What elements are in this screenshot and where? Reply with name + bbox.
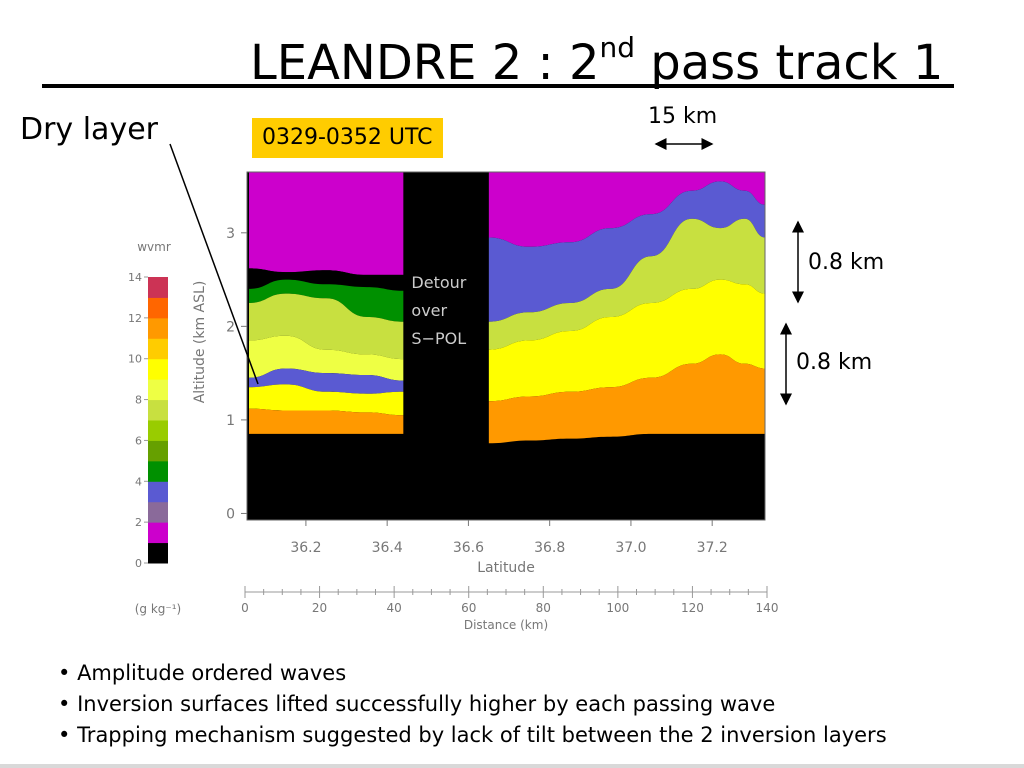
colorbar-swatch — [148, 501, 168, 523]
moisture-band — [488, 354, 765, 444]
colorbar-tick-label: 6 — [135, 434, 142, 447]
moisture-band — [249, 293, 404, 360]
detour-annotation-line: S−POL — [411, 329, 466, 348]
y-axis-label: Altitude (km ASL) — [192, 281, 208, 404]
dry-layer-pointer — [169, 143, 259, 385]
title-superscript: nd — [599, 31, 636, 64]
colorbar-swatch — [148, 420, 168, 441]
time-badge: 0329-0352 UTC — [252, 118, 443, 158]
colorbar-tick-label: 14 — [128, 271, 142, 284]
colorbar-tick-label: 4 — [135, 475, 142, 488]
x-tick-label: 37.2 — [697, 540, 728, 556]
colorbar-swatch — [148, 338, 168, 360]
distance-tick-label: 80 — [536, 601, 551, 615]
colorbar-swatch — [148, 481, 168, 503]
plot-frame — [246, 171, 766, 521]
scale-08km-lower-label: 0.8 km — [796, 350, 873, 375]
colorbar-tick-label: 8 — [135, 394, 142, 407]
detour-annotation-line: Detour — [411, 273, 466, 292]
moisture-band — [249, 335, 404, 381]
bullet-item: Amplitude ordered waves — [58, 658, 887, 689]
colorbar-swatch — [148, 399, 168, 421]
moisture-band — [249, 384, 404, 416]
y-tick-label: 3 — [226, 226, 235, 242]
moisture-band — [488, 181, 765, 322]
distance-tick-label: 40 — [387, 601, 402, 615]
colorbar-tick-label: 2 — [135, 516, 142, 529]
colorbar-swatch — [148, 297, 168, 319]
y-tick-label: 1 — [226, 413, 235, 429]
moisture-band — [249, 368, 404, 394]
detour-gap-column — [403, 172, 489, 520]
moisture-band — [488, 279, 765, 402]
moisture-band — [249, 279, 404, 322]
title-rest: pass track 1 — [635, 35, 944, 91]
distance-tick-label: 100 — [606, 601, 629, 615]
colorbar-swatch — [148, 277, 168, 298]
colorbar-tick-label: 0 — [135, 557, 142, 570]
distance-axis: 0 20 40 60 80 100 120 140 — [241, 586, 778, 615]
colorbar-swatch — [148, 542, 168, 564]
x-tick-label: 36.2 — [290, 540, 321, 556]
title-main: LEANDRE 2 : 2 — [250, 35, 600, 91]
moisture-band — [249, 408, 404, 434]
detour-gap — [403, 172, 489, 520]
bullet-list: Amplitude ordered waves Inversion surfac… — [58, 658, 887, 751]
y-tick-label: 0 — [226, 506, 235, 522]
colorbar-swatch — [148, 522, 168, 544]
y-tick-label: 2 — [226, 319, 235, 335]
moisture-band — [249, 268, 404, 291]
scale-08km-upper-label: 0.8 km — [808, 250, 885, 275]
footer-rule — [0, 764, 1024, 768]
x-tick-label: 36.6 — [453, 540, 484, 556]
x-tick-label: 37.0 — [615, 540, 646, 556]
slide-title: LEANDRE 2 : 2nd pass track 1 — [250, 18, 970, 93]
detour-annotation: Detour over S−POL — [411, 273, 466, 348]
distance-tick-label: 140 — [756, 601, 779, 615]
title-underline — [42, 84, 954, 88]
moisture-band — [488, 218, 765, 350]
colorbar-swatch — [148, 317, 168, 339]
colorbar-swatch — [148, 440, 168, 462]
colorbar-unit: (g kg⁻¹) — [135, 602, 182, 616]
x-tick-label: 36.8 — [534, 540, 565, 556]
distance-axis-label: Distance (km) — [464, 618, 548, 632]
scale-15km-label: 15 km — [648, 104, 718, 129]
distance-tick-label: 120 — [681, 601, 704, 615]
x-axis-label: Latitude — [477, 560, 535, 576]
colorbar-tick-label: 12 — [128, 312, 142, 325]
dry-layer-label: Dry layer — [20, 112, 158, 147]
colorbar-tick-label: 10 — [128, 353, 142, 366]
bullet-item: Inversion surfaces lifted successfully h… — [58, 689, 887, 720]
distance-tick-label: 0 — [241, 601, 249, 615]
bullet-item: Trapping mechanism suggested by lack of … — [58, 720, 887, 751]
detour-annotation-line: over — [411, 301, 447, 320]
colorbar-swatch — [148, 460, 168, 482]
colorbar-swatch — [148, 379, 168, 401]
distance-tick-label: 60 — [461, 601, 476, 615]
moisture-band — [249, 172, 404, 275]
plot-axes: 36.2 36.4 36.6 36.8 37.0 37.2 0 1 2 3 — [226, 171, 766, 556]
moisture-band — [488, 172, 765, 247]
x-tick-label: 36.4 — [372, 540, 403, 556]
heatmap-layers — [249, 172, 765, 444]
colorbar-title: wvmr — [137, 240, 171, 254]
distance-tick-label: 20 — [312, 601, 327, 615]
colorbar: 0 2 4 6 8 10 12 14 — [128, 271, 168, 570]
colorbar-swatch — [148, 358, 168, 380]
